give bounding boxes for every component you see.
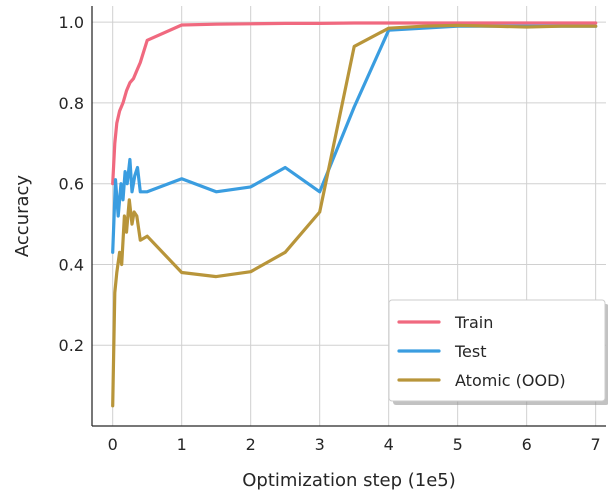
x-tick-label: 7: [591, 435, 601, 454]
x-tick-label: 5: [453, 435, 463, 454]
legend-box: [388, 299, 606, 402]
legend-label-atomic-ood: Atomic (OOD): [455, 371, 566, 390]
y-tick-label: 0.4: [59, 255, 84, 274]
series-lines: [111, 21, 598, 408]
legend-entries: Train Test Atomic (OOD): [397, 313, 566, 390]
legend-label-test: Test: [454, 342, 487, 361]
x-tick-label: 2: [246, 435, 256, 454]
legend: Train Test Atomic (OOD): [388, 299, 608, 405]
x-axis-label: Optimization step (1e5): [242, 470, 456, 491]
tick-labels: 0 1 2 3 4 5 6 7 0.2 0.4 0.6 0.8 1.0: [59, 13, 601, 454]
x-tick-label: 3: [315, 435, 325, 454]
series-line-atomic-ood: [111, 23, 598, 408]
x-tick-label: 4: [384, 435, 394, 454]
y-tick-label: 0.6: [59, 175, 84, 194]
y-tick-label: 0.8: [59, 94, 84, 113]
series-line-train: [111, 21, 598, 186]
y-tick-label: 0.2: [59, 336, 84, 355]
y-axis-label: Accuracy: [12, 175, 33, 258]
x-tick-label: 0: [108, 435, 118, 454]
x-tick-label: 6: [522, 435, 532, 454]
series-line-test: [111, 24, 598, 254]
y-tick-label: 1.0: [59, 13, 84, 32]
axes: [91, 6, 606, 427]
legend-label-train: Train: [454, 313, 493, 332]
x-tick-label: 1: [177, 435, 187, 454]
